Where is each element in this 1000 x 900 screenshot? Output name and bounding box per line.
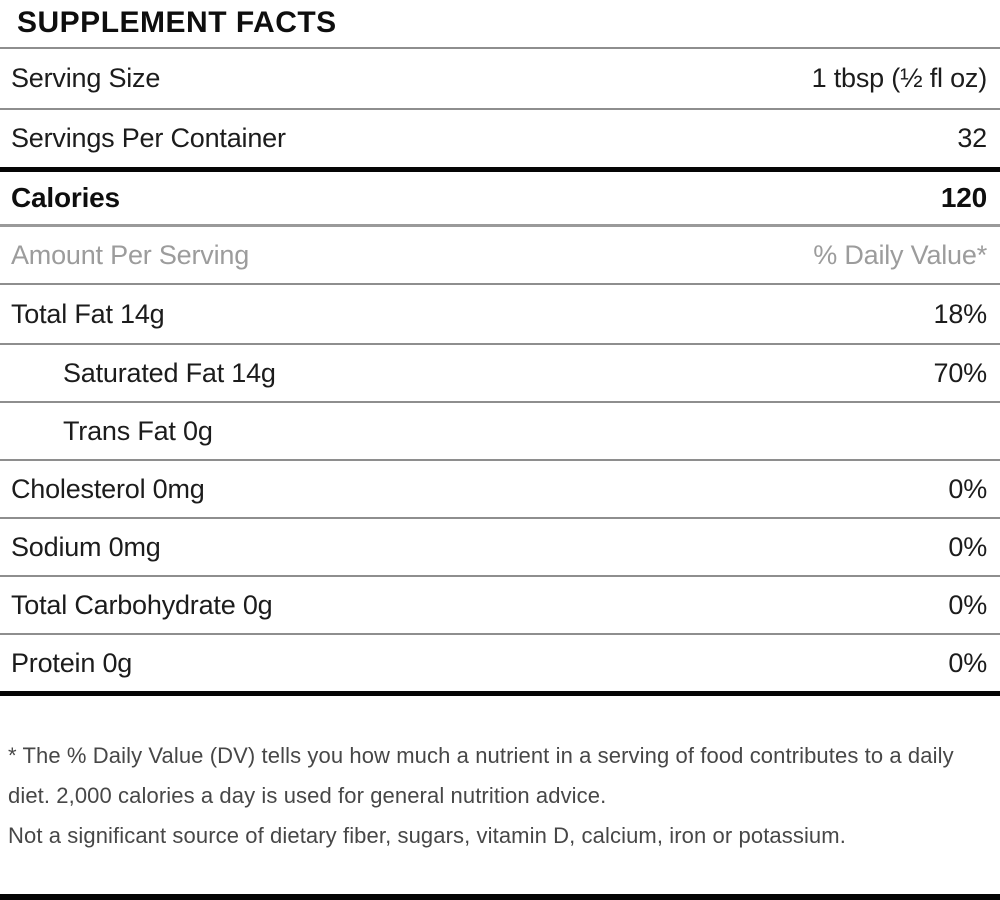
- daily-value-footnote: * The % Daily Value (DV) tells you how m…: [8, 743, 954, 808]
- calories-row: Calories 120: [0, 172, 1000, 227]
- bottom-border-rule: [0, 894, 1000, 900]
- not-significant-source-footnote: Not a significant source of dietary fibe…: [8, 823, 846, 848]
- section-divider-thick: [0, 167, 1000, 172]
- table-row: Trans Fat 0g: [0, 401, 1000, 459]
- row-label: Total Carbohydrate 0g: [11, 589, 273, 620]
- title-block: SUPPLEMENT FACTS: [0, 0, 1000, 49]
- row-label: Saturated Fat 14g: [63, 357, 276, 388]
- serving-info-section: Serving Size 1 tbsp (½ fl oz) Servings P…: [0, 49, 1000, 167]
- daily-value-header: % Daily Value*: [813, 239, 987, 270]
- row-label: Cholesterol 0mg: [11, 473, 205, 504]
- row-value: 0%: [948, 647, 987, 678]
- row-value: 32: [957, 123, 987, 153]
- calories-value: 120: [940, 182, 987, 213]
- row-value: 18%: [933, 298, 988, 329]
- row-label: Sodium 0mg: [11, 531, 161, 562]
- row-value: 1 tbsp (½ fl oz): [811, 63, 988, 93]
- table-row: Servings Per Container 32: [0, 108, 1000, 167]
- table-row: Cholesterol 0mg 0%: [0, 459, 1000, 517]
- table-row: Total Fat 14g 18%: [0, 285, 1000, 343]
- nutrients-section: Total Fat 14g 18% Saturated Fat 14g 70% …: [0, 285, 1000, 691]
- page-title: SUPPLEMENT FACTS: [17, 6, 337, 39]
- table-row: Sodium 0mg 0%: [0, 517, 1000, 575]
- table-row: Serving Size 1 tbsp (½ fl oz): [0, 49, 1000, 108]
- row-value: 0%: [948, 473, 987, 504]
- footnotes: * The % Daily Value (DV) tells you how m…: [0, 736, 1000, 856]
- row-label: Trans Fat 0g: [63, 415, 213, 446]
- row-label: Protein 0g: [11, 647, 133, 678]
- row-value: 0%: [948, 589, 987, 620]
- amount-per-serving-header: Amount Per Serving: [11, 239, 250, 270]
- table-row: Protein 0g 0%: [0, 633, 1000, 691]
- row-value: 0%: [948, 531, 987, 562]
- row-label: Servings Per Container: [11, 123, 286, 153]
- row-label: Serving Size: [11, 63, 161, 93]
- table-row: Saturated Fat 14g 70%: [0, 343, 1000, 401]
- calories-label: Calories: [11, 182, 120, 213]
- section-divider-thick: [0, 691, 1000, 696]
- column-header-row: Amount Per Serving % Daily Value*: [0, 227, 1000, 285]
- table-row: Total Carbohydrate 0g 0%: [0, 575, 1000, 633]
- row-value: 70%: [933, 357, 988, 388]
- row-label: Total Fat 14g: [11, 298, 165, 329]
